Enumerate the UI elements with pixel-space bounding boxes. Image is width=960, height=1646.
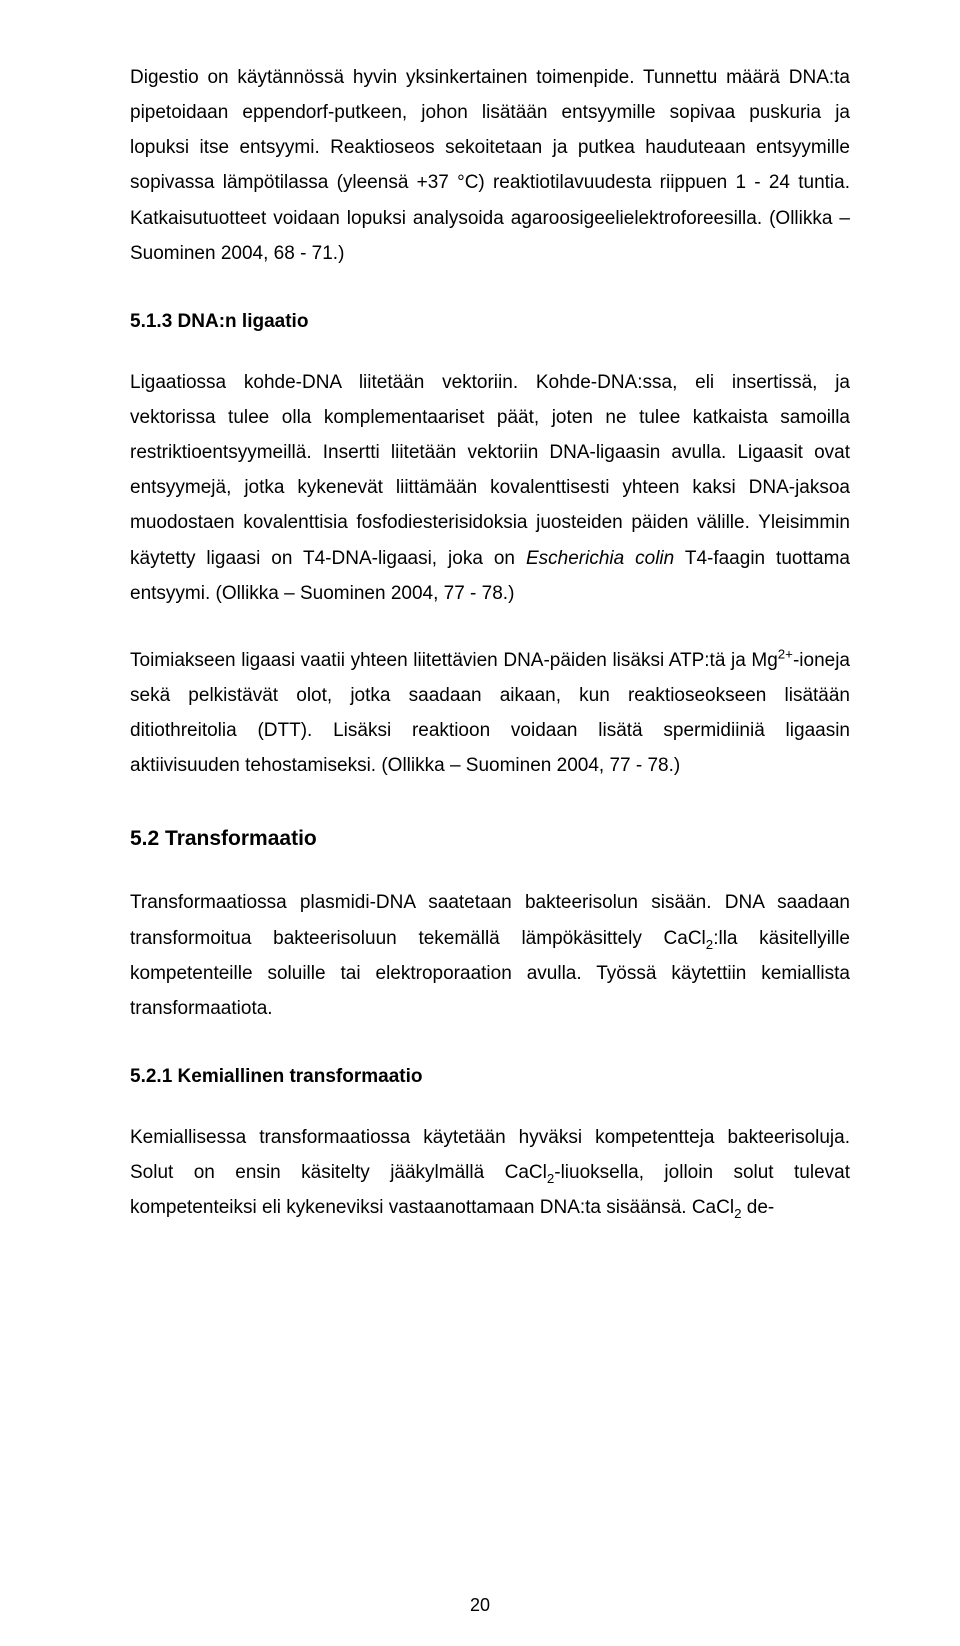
paragraph-digestio: Digestio on käytännössä hyvin yksinkerta… xyxy=(130,60,850,271)
text-span: Ligaatiossa kohde-DNA liitetään vektorii… xyxy=(130,372,850,569)
paragraph-transformaatio: Transformaatiossa plasmidi-DNA saatetaan… xyxy=(130,885,850,1026)
document-page: Digestio on käytännössä hyvin yksinkerta… xyxy=(0,0,960,1646)
page-number: 20 xyxy=(0,1595,960,1616)
paragraph-kemiallinen: Kemiallisessa transformaatiossa käytetää… xyxy=(130,1120,850,1225)
text-italic-escherichia: Escherichia colin xyxy=(526,548,674,569)
paragraph-ligaatio-1: Ligaatiossa kohde-DNA liitetään vektorii… xyxy=(130,365,850,611)
heading-5-1-3: 5.1.3 DNA:n ligaatio xyxy=(130,311,850,333)
text-superscript: 2+ xyxy=(778,647,793,662)
heading-5-2: 5.2 Transformaatio xyxy=(130,827,850,851)
text-span: Toimiakseen ligaasi vaatii yhteen liitet… xyxy=(130,650,778,671)
heading-5-2-1: 5.2.1 Kemiallinen transformaatio xyxy=(130,1066,850,1088)
text-span: de- xyxy=(741,1197,774,1218)
paragraph-ligaatio-2: Toimiakseen ligaasi vaatii yhteen liitet… xyxy=(130,643,850,784)
